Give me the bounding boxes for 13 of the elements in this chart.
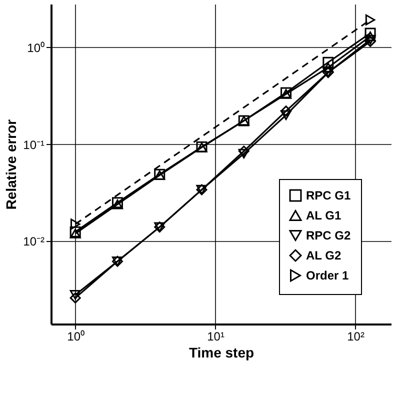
y-tick-label: 10⁰ [27, 40, 44, 55]
x-axis-title: Time step [188, 344, 254, 360]
x-tick-label: 10⁰ [67, 330, 85, 344]
legend-label: AL G1 [306, 208, 342, 222]
x-tick-label: 10¹ [207, 330, 224, 344]
y-tick-label: 10⁻¹ [23, 138, 45, 152]
y-axis-title: Relative error [3, 118, 20, 210]
legend-label: RPC G2 [306, 228, 352, 242]
legend-label: RPC G1 [306, 188, 352, 202]
x-tick-label: 10² [347, 330, 364, 344]
legend-label: Order 1 [306, 268, 350, 282]
legend-label: AL G2 [306, 248, 342, 262]
y-tick-label: 10⁻² [23, 234, 45, 249]
